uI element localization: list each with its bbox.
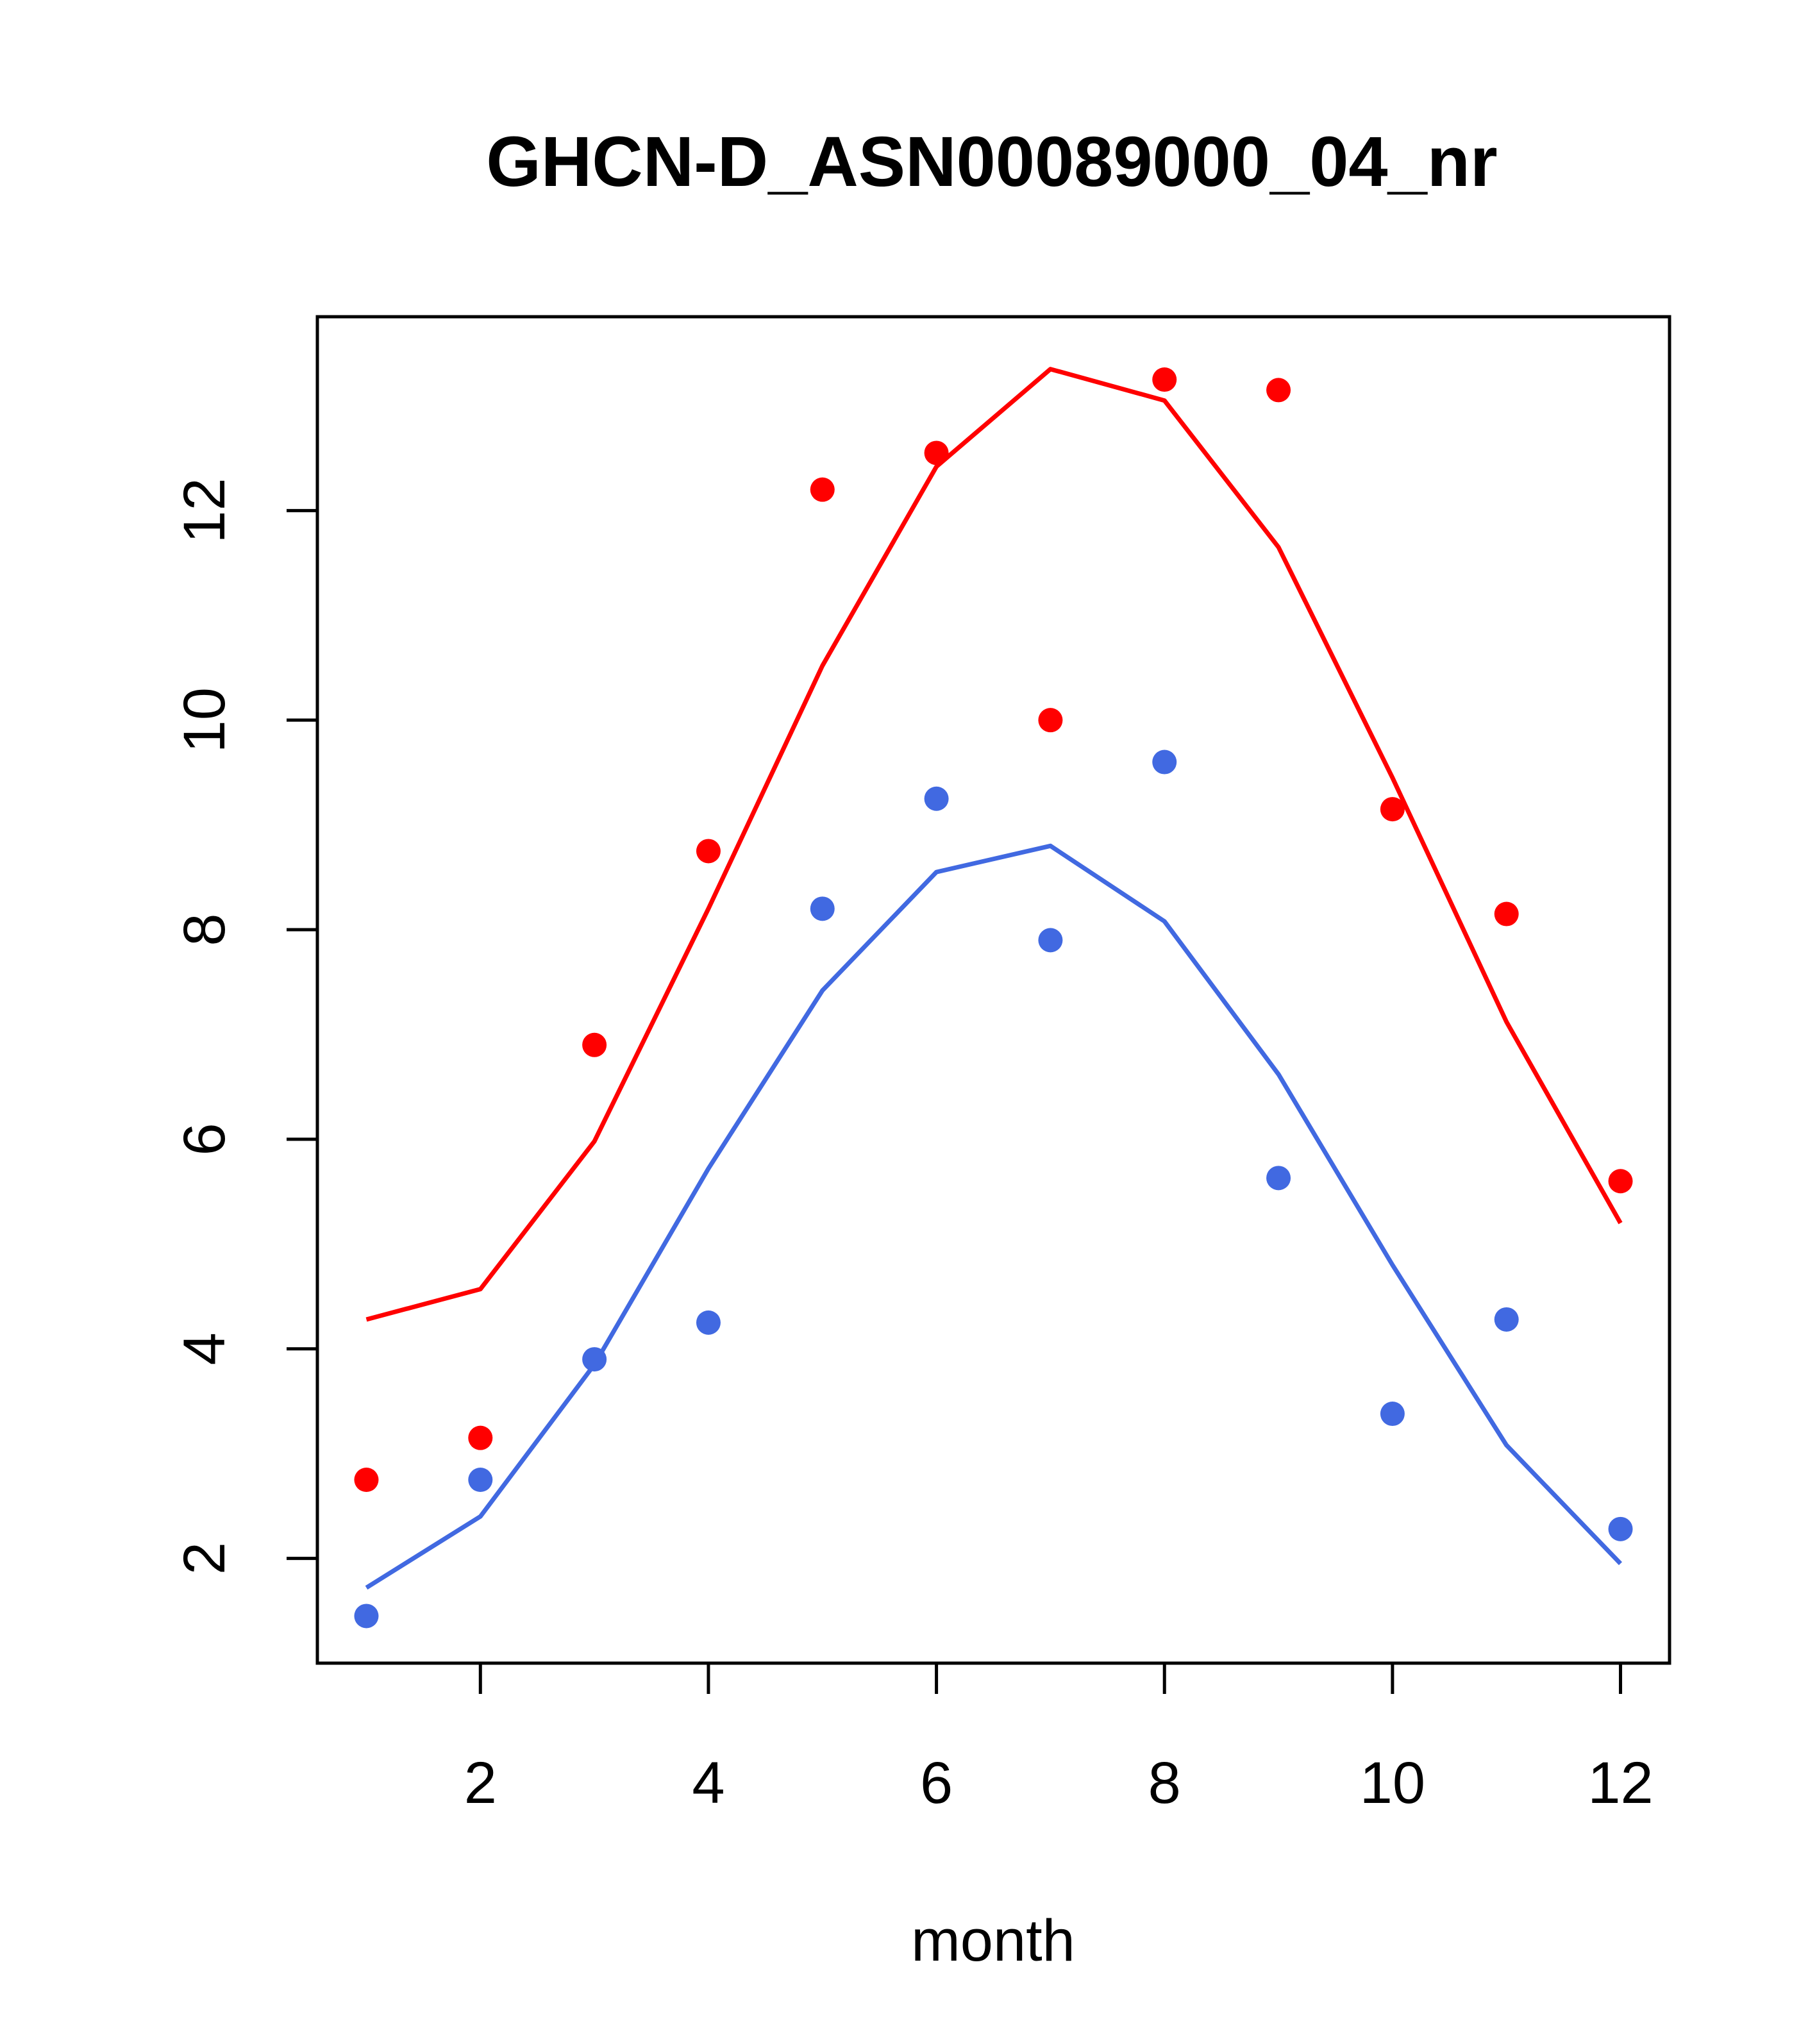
- x-axis-label: month: [911, 1908, 1075, 1973]
- chart-title: GHCN-D_ASN00089000_04_nr: [486, 122, 1498, 201]
- series-1-point: [1038, 928, 1063, 953]
- series-0-point: [354, 1468, 379, 1493]
- x-tick-label: 2: [464, 1750, 497, 1816]
- series-layer: [354, 367, 1633, 1629]
- y-tick-label: 12: [172, 478, 237, 543]
- y-axis: 2 4 6 8 10 12: [172, 478, 319, 1575]
- series-0-point: [810, 477, 835, 502]
- x-tick-label: 4: [692, 1750, 724, 1816]
- x-tick-label: 6: [920, 1750, 953, 1816]
- x-tick-label: 10: [1360, 1750, 1425, 1816]
- series-1-point: [468, 1468, 493, 1493]
- series-0-point: [1038, 708, 1063, 733]
- series-0-line: [365, 367, 1623, 1322]
- series-1-point: [1608, 1516, 1633, 1541]
- series-1-point: [1266, 1166, 1291, 1191]
- series-0-point: [1152, 367, 1177, 392]
- series-0-point: [924, 440, 949, 465]
- y-tick-label: 8: [172, 913, 237, 946]
- series-0-point: [696, 839, 721, 864]
- x-tick-label: 12: [1587, 1750, 1653, 1816]
- series-1-point: [810, 896, 835, 921]
- y-tick-label: 10: [172, 687, 237, 753]
- series-1-point: [696, 1310, 721, 1335]
- series-1-point: [354, 1604, 379, 1629]
- series-0-point: [1380, 797, 1405, 822]
- series-1-line: [365, 843, 1623, 1590]
- series-1-point: [1380, 1402, 1405, 1427]
- series-0-point: [468, 1425, 493, 1450]
- y-tick-label: 2: [172, 1542, 237, 1575]
- series-0-point: [1494, 901, 1519, 926]
- series-1-point: [1494, 1307, 1519, 1332]
- y-tick-label: 4: [172, 1332, 237, 1365]
- series-1-point: [924, 786, 949, 811]
- series-0-point: [1608, 1169, 1633, 1194]
- series-1-point: [582, 1347, 607, 1372]
- series-1-point: [1152, 750, 1177, 775]
- x-axis: 2 4 6 8 10 12: [464, 1661, 1654, 1816]
- series-0-point: [582, 1032, 607, 1057]
- x-tick-label: 8: [1148, 1750, 1181, 1816]
- series-0-point: [1266, 378, 1291, 403]
- y-tick-label: 6: [172, 1123, 237, 1155]
